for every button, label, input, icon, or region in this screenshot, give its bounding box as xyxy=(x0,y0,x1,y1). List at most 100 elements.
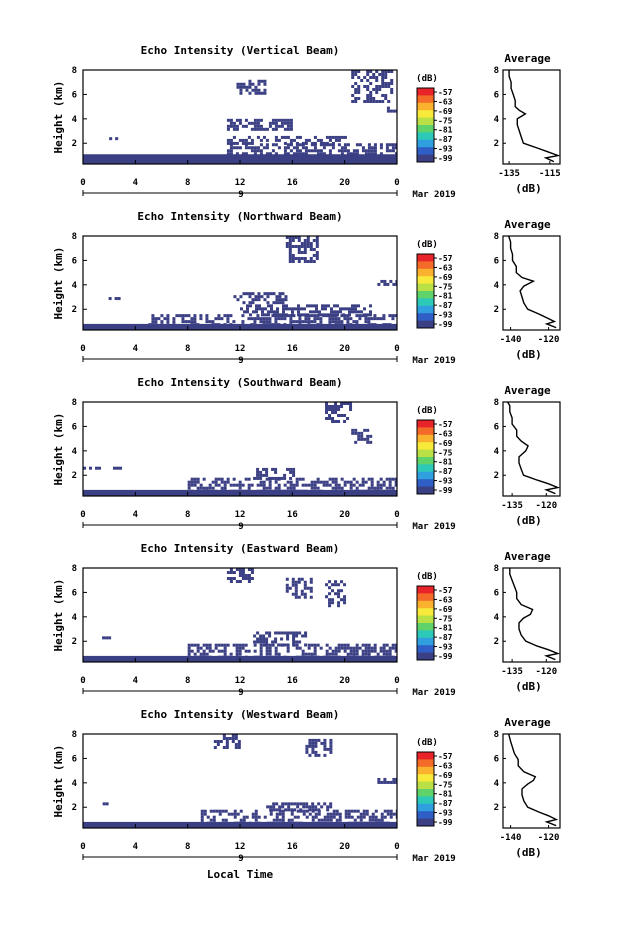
echo-cell xyxy=(362,812,366,816)
echo-cell xyxy=(305,815,309,819)
echo-cell xyxy=(226,643,230,647)
echo-cell xyxy=(273,313,276,317)
echo-cell xyxy=(245,815,249,819)
echo-cell xyxy=(241,141,245,145)
echo-cell xyxy=(385,477,389,481)
echo-cell xyxy=(349,486,353,490)
echo-cell xyxy=(369,100,373,103)
colorbar-tick-label: -93 xyxy=(438,311,453,320)
echo-cell xyxy=(334,135,338,139)
echo-cell xyxy=(311,818,315,822)
echo-cell xyxy=(193,652,197,656)
echo-cell xyxy=(251,298,255,302)
echo-cell xyxy=(331,405,335,408)
echo-cell xyxy=(357,431,361,435)
echo-cell xyxy=(329,805,333,809)
echo-cell xyxy=(356,821,360,825)
echo-cell xyxy=(263,82,267,86)
echo-cell xyxy=(355,646,359,650)
echo-cell xyxy=(211,323,215,327)
echo-cell xyxy=(283,643,287,647)
echo-cell xyxy=(310,643,314,647)
colorbar-segment xyxy=(417,471,434,480)
echo-cell xyxy=(355,649,359,653)
echo-cell xyxy=(331,408,335,411)
echo-cell xyxy=(364,320,368,324)
echo-cell xyxy=(261,310,264,314)
echo-cell xyxy=(385,143,389,147)
echo-cell xyxy=(363,100,367,103)
echo-cell xyxy=(271,323,275,327)
echo-cell xyxy=(301,634,305,638)
echo-cell xyxy=(246,304,249,308)
echo-cell xyxy=(328,586,332,590)
echo-cell xyxy=(331,598,335,602)
echo-cell xyxy=(364,643,368,647)
echo-cell xyxy=(299,808,303,812)
echo-cell xyxy=(310,480,314,484)
echo-cell xyxy=(190,489,194,493)
echo-cell xyxy=(301,141,305,145)
echo-cell xyxy=(297,257,301,260)
echo-cell xyxy=(369,76,373,79)
echo-cell xyxy=(337,592,341,596)
echo-cell xyxy=(324,304,327,308)
echo-cell xyxy=(199,314,203,318)
echo-cell xyxy=(363,313,366,317)
echo-cell xyxy=(319,141,323,145)
echo-cell xyxy=(293,815,297,819)
echo-cell xyxy=(346,149,350,153)
echo-cell xyxy=(292,138,296,142)
echo-cell xyxy=(286,634,290,638)
echo-cell xyxy=(114,297,118,301)
echo-cell xyxy=(266,821,270,825)
colorbar-segment xyxy=(417,811,434,820)
echo-cell xyxy=(382,643,386,647)
echo-cell xyxy=(289,486,293,490)
echo-cell xyxy=(247,317,251,321)
echo-cell xyxy=(355,643,359,647)
echo-cell xyxy=(288,236,292,239)
echo-cell xyxy=(340,489,344,493)
x-tick-label: 0 xyxy=(394,178,399,188)
echo-cell xyxy=(392,109,396,113)
echo-cell xyxy=(367,146,371,150)
colorbar-tick-label: -57 xyxy=(438,88,453,97)
echo-cell xyxy=(283,473,287,477)
echo-cell xyxy=(235,141,239,145)
echo-cell xyxy=(286,152,290,156)
echo-cell xyxy=(285,313,288,317)
echo-cell xyxy=(235,568,239,571)
echo-cell xyxy=(352,483,356,487)
echo-cell xyxy=(223,646,227,650)
echo-cell xyxy=(350,821,354,825)
echo-cell xyxy=(366,94,370,97)
echo-cell xyxy=(248,82,252,86)
echo-cell xyxy=(280,643,284,647)
day-label: 9 xyxy=(238,688,243,698)
echo-cell xyxy=(369,310,372,314)
echo-cell xyxy=(359,815,363,819)
echo-cell xyxy=(301,320,305,324)
echo-cell xyxy=(375,88,379,91)
echo-cell xyxy=(304,483,308,487)
echo-cell xyxy=(358,317,362,321)
echo-cell xyxy=(334,483,338,487)
echo-cell xyxy=(364,649,368,653)
echo-cell xyxy=(329,812,333,816)
echo-cell xyxy=(214,643,218,647)
echo-cell xyxy=(379,317,383,321)
echo-cell xyxy=(316,477,320,481)
echo-cell xyxy=(319,138,323,142)
echo-cell xyxy=(311,750,315,754)
echo-cell xyxy=(287,821,291,825)
echo-cell xyxy=(315,307,318,311)
echo-cell xyxy=(249,313,252,317)
echo-cell xyxy=(259,483,263,487)
colorbar-tick-label: -69 xyxy=(438,107,453,116)
echo-cell xyxy=(280,631,284,635)
avg-title: Average xyxy=(504,52,551,65)
echo-cell xyxy=(259,143,263,147)
echo-cell xyxy=(358,655,362,659)
echo-cell xyxy=(262,320,266,324)
